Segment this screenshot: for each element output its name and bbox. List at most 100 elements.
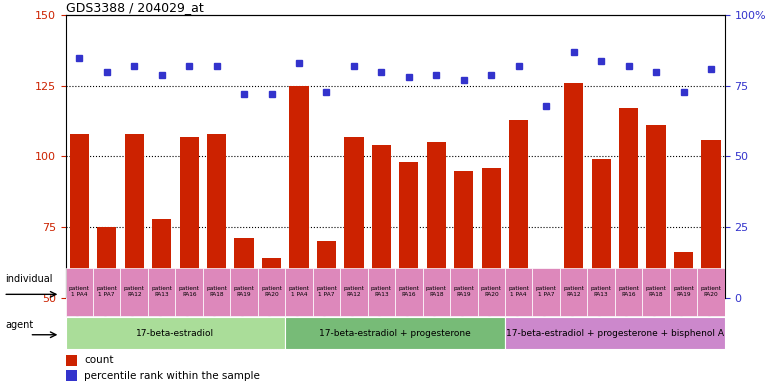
Bar (591, 159, 611, 298)
Bar (203, 268, 231, 316)
Bar (426, 142, 446, 298)
Text: GSM259360: GSM259360 (349, 300, 359, 346)
Bar (368, 268, 396, 316)
Bar (313, 298, 340, 348)
Bar (560, 268, 588, 316)
Text: patient
PA18: patient PA18 (645, 286, 666, 297)
Bar (93, 268, 120, 316)
Text: 17-beta-estradiol + progesterone: 17-beta-estradiol + progesterone (319, 329, 471, 338)
Bar (69, 134, 89, 298)
Text: GSM259393: GSM259393 (460, 300, 468, 346)
Text: patient
1 PA4: patient 1 PA4 (69, 286, 89, 297)
Bar (477, 268, 505, 316)
Text: GSM259394: GSM259394 (679, 300, 688, 346)
Bar (450, 268, 477, 316)
Text: patient
1 PA7: patient 1 PA7 (316, 286, 337, 297)
Bar (482, 168, 501, 298)
Text: patient
PA16: patient PA16 (179, 286, 200, 297)
Bar (372, 145, 391, 298)
Bar (615, 268, 642, 316)
Text: patient
PA18: patient PA18 (426, 286, 446, 297)
Text: GSM259377: GSM259377 (184, 300, 194, 346)
Bar (262, 258, 281, 298)
Text: patient
PA13: patient PA13 (371, 286, 392, 297)
Bar (697, 268, 725, 316)
Text: GSM259395: GSM259395 (267, 300, 276, 346)
Bar (615, 298, 642, 348)
Text: patient
1 PA7: patient 1 PA7 (96, 286, 117, 297)
Bar (258, 298, 285, 348)
Bar (231, 268, 258, 316)
Text: percentile rank within the sample: percentile rank within the sample (84, 371, 260, 381)
Bar (66, 317, 285, 349)
Bar (505, 268, 533, 316)
Bar (231, 298, 258, 348)
Bar (619, 109, 638, 298)
Bar (66, 268, 93, 316)
Bar (399, 162, 419, 298)
Text: patient
1 PA4: patient 1 PA4 (288, 286, 309, 297)
Text: patient
PA20: patient PA20 (261, 286, 282, 297)
Text: patient
PA19: patient PA19 (453, 286, 474, 297)
Bar (533, 268, 560, 316)
Text: patient
1 PA7: patient 1 PA7 (536, 286, 557, 297)
Bar (564, 83, 584, 298)
Text: GSM259378: GSM259378 (404, 300, 413, 346)
Bar (148, 298, 176, 348)
Bar (234, 238, 254, 298)
Text: GSM259388: GSM259388 (651, 300, 661, 346)
Bar (423, 268, 450, 316)
Bar (203, 298, 231, 348)
Bar (66, 355, 77, 366)
Bar (670, 298, 697, 348)
Bar (120, 298, 148, 348)
Bar (642, 268, 670, 316)
Text: patient
PA13: patient PA13 (591, 286, 611, 297)
Bar (450, 298, 477, 348)
Bar (505, 317, 725, 349)
Bar (697, 298, 725, 348)
Bar (670, 268, 697, 316)
Text: patient
PA19: patient PA19 (673, 286, 694, 297)
Bar (560, 298, 588, 348)
Bar (674, 252, 693, 298)
Bar (509, 120, 528, 298)
Bar (152, 218, 171, 298)
Text: patient
PA20: patient PA20 (481, 286, 502, 297)
Bar (120, 268, 148, 316)
Text: GSM259396: GSM259396 (487, 300, 496, 346)
Text: patient
PA12: patient PA12 (564, 286, 584, 297)
Text: GSM259397: GSM259397 (706, 300, 715, 346)
Bar (454, 170, 473, 298)
Bar (289, 86, 308, 298)
Text: agent: agent (5, 320, 33, 330)
Bar (285, 298, 313, 348)
Text: patient
PA18: patient PA18 (206, 286, 227, 297)
Text: count: count (84, 355, 113, 365)
Bar (396, 298, 423, 348)
Text: GSM259379: GSM259379 (624, 300, 633, 346)
Bar (93, 298, 120, 348)
Bar (340, 268, 368, 316)
Bar (368, 298, 396, 348)
Bar (148, 268, 176, 316)
Bar (396, 268, 423, 316)
Bar (533, 298, 560, 348)
Bar (505, 298, 533, 348)
Bar (285, 317, 505, 349)
Text: patient
1 PA4: patient 1 PA4 (508, 286, 529, 297)
Bar (176, 268, 203, 316)
Text: GSM259345: GSM259345 (103, 300, 111, 346)
Text: patient
PA16: patient PA16 (399, 286, 419, 297)
Text: patient
PA13: patient PA13 (151, 286, 172, 297)
Text: patient
PA12: patient PA12 (124, 286, 145, 297)
Bar (125, 134, 144, 298)
Text: GSM259339: GSM259339 (75, 300, 84, 346)
Bar (588, 298, 615, 348)
Text: GSM259342: GSM259342 (514, 300, 524, 346)
Text: patient
PA19: patient PA19 (234, 286, 254, 297)
Bar (180, 137, 199, 298)
Bar (345, 137, 364, 298)
Bar (340, 298, 368, 348)
Text: patient
PA12: patient PA12 (344, 286, 365, 297)
